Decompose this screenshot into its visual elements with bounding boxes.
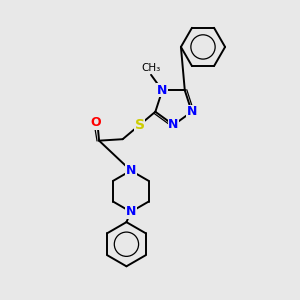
Text: S: S [135,118,145,132]
Text: CH₃: CH₃ [141,63,161,74]
Text: N: N [157,84,167,97]
Text: N: N [126,164,136,177]
Text: N: N [126,205,136,218]
Text: N: N [187,105,197,118]
Text: O: O [91,116,101,130]
Text: N: N [168,118,179,131]
